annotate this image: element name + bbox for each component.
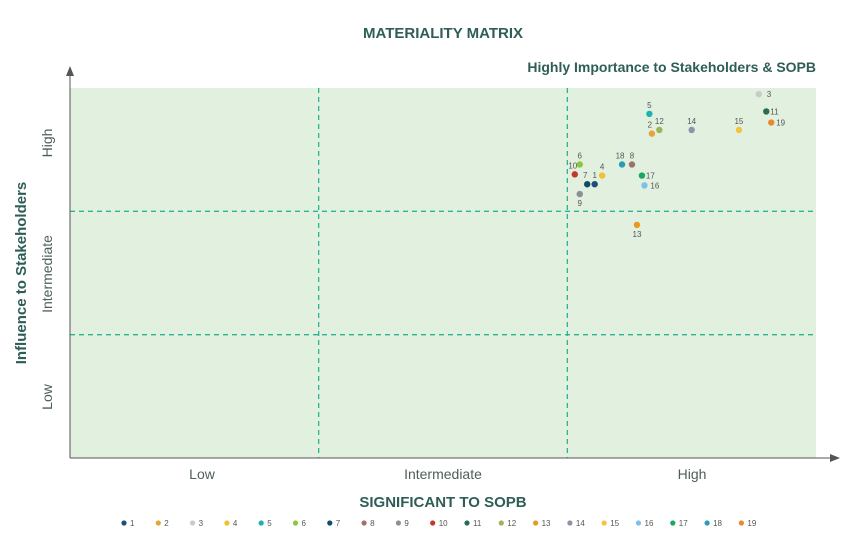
- point-13: [633, 221, 641, 229]
- point-11: [763, 108, 770, 115]
- legend-marker-6: [292, 520, 299, 526]
- legend-marker-16: [635, 520, 642, 526]
- legend-label-6: 6: [302, 519, 307, 528]
- x-axis-title: SIGNIFICANT TO SOPB: [359, 494, 526, 511]
- point-label-19: 19: [776, 119, 785, 128]
- point-label-13: 13: [633, 230, 642, 239]
- legend-label-2: 2: [164, 519, 169, 528]
- point-14: [688, 126, 695, 134]
- point-label-18: 18: [616, 151, 625, 160]
- point-label-8: 8: [630, 151, 635, 160]
- point-17: [638, 172, 646, 179]
- point-label-9: 9: [578, 199, 583, 208]
- point-1: [591, 181, 598, 188]
- point-4: [598, 172, 606, 179]
- point-7: [584, 181, 591, 188]
- legend-label-1: 1: [130, 519, 135, 528]
- point-12: [656, 126, 663, 134]
- y-axis-title: Influence to Stakeholders: [13, 182, 30, 365]
- legend-marker-2: [155, 520, 161, 526]
- legend-label-10: 10: [439, 519, 448, 528]
- point-16: [641, 182, 648, 189]
- legend-marker-11: [464, 520, 470, 526]
- legend-label-8: 8: [370, 519, 375, 528]
- legend-label-16: 16: [645, 519, 654, 528]
- point-label-10: 10: [568, 161, 577, 170]
- point-8: [628, 161, 636, 168]
- point-label-1: 1: [592, 171, 597, 180]
- point-6: [576, 161, 583, 168]
- point-label-11: 11: [770, 107, 779, 116]
- plot-area: [70, 88, 816, 458]
- legend-label-11: 11: [473, 519, 482, 528]
- legend-label-9: 9: [404, 519, 409, 528]
- legend-marker-12: [498, 520, 504, 526]
- x-tick-low: Low: [189, 466, 216, 482]
- y-axis-arrow: [66, 66, 74, 76]
- point-label-17: 17: [646, 172, 655, 181]
- legend-marker-19: [738, 520, 745, 526]
- point-19: [768, 119, 775, 126]
- point-label-6: 6: [578, 151, 583, 160]
- point-label-14: 14: [687, 117, 696, 126]
- legend-label-3: 3: [199, 519, 204, 528]
- legend-label-12: 12: [507, 519, 516, 528]
- legend-marker-5: [258, 520, 264, 526]
- legend-label-14: 14: [576, 519, 585, 528]
- legend-marker-3: [190, 520, 196, 526]
- point-2: [648, 130, 656, 137]
- y-tick-intermediate: Intermediate: [39, 235, 55, 313]
- legend-label-5: 5: [267, 519, 272, 528]
- legend-marker-9: [395, 520, 401, 526]
- point-label-2: 2: [648, 121, 653, 130]
- legend-label-18: 18: [713, 519, 722, 528]
- x-tick-intermediate: Intermediate: [404, 466, 482, 482]
- legend-marker-13: [533, 520, 539, 526]
- legend-marker-4: [224, 520, 230, 526]
- legend-label-13: 13: [542, 519, 551, 528]
- point-label-16: 16: [650, 181, 659, 190]
- legend-marker-1: [121, 520, 127, 526]
- x-axis-arrow: [830, 454, 840, 462]
- point-label-3: 3: [767, 90, 772, 99]
- legend-marker-18: [704, 520, 710, 526]
- legend-marker-7: [327, 520, 333, 526]
- point-15: [735, 126, 743, 134]
- chart-title: MATERIALITY MATRIX: [363, 25, 523, 42]
- legend-marker-14: [567, 520, 573, 526]
- legend-label-4: 4: [233, 519, 238, 528]
- legend-marker-15: [601, 520, 607, 526]
- quadrant-grid: [70, 88, 816, 458]
- point-label-12: 12: [655, 117, 664, 126]
- legend-marker-8: [361, 520, 367, 526]
- chart-subtitle: Highly Importance to Stakeholders & SOPB: [527, 59, 816, 75]
- legend-label-7: 7: [336, 519, 341, 528]
- legend-marker-10: [430, 520, 436, 526]
- y-tick-high: High: [39, 129, 55, 158]
- point-10: [571, 171, 578, 178]
- legend-label-15: 15: [610, 519, 619, 528]
- point-9: [576, 190, 583, 198]
- legend-label-19: 19: [747, 519, 756, 528]
- legend-label-17: 17: [679, 519, 688, 528]
- point-label-4: 4: [600, 163, 605, 172]
- point-5: [646, 110, 653, 118]
- legend-marker-17: [670, 520, 676, 526]
- x-tick-high: High: [678, 466, 707, 482]
- point-3: [755, 90, 763, 98]
- legend: 1 2 3 4 5 6 7 8 9 10 11 12 13 14 15 16 17 18 19: [121, 519, 757, 528]
- point-label-5: 5: [647, 101, 652, 110]
- y-tick-low: Low: [39, 383, 55, 410]
- point-18: [618, 161, 626, 168]
- point-label-7: 7: [583, 171, 588, 180]
- point-label-15: 15: [734, 117, 743, 126]
